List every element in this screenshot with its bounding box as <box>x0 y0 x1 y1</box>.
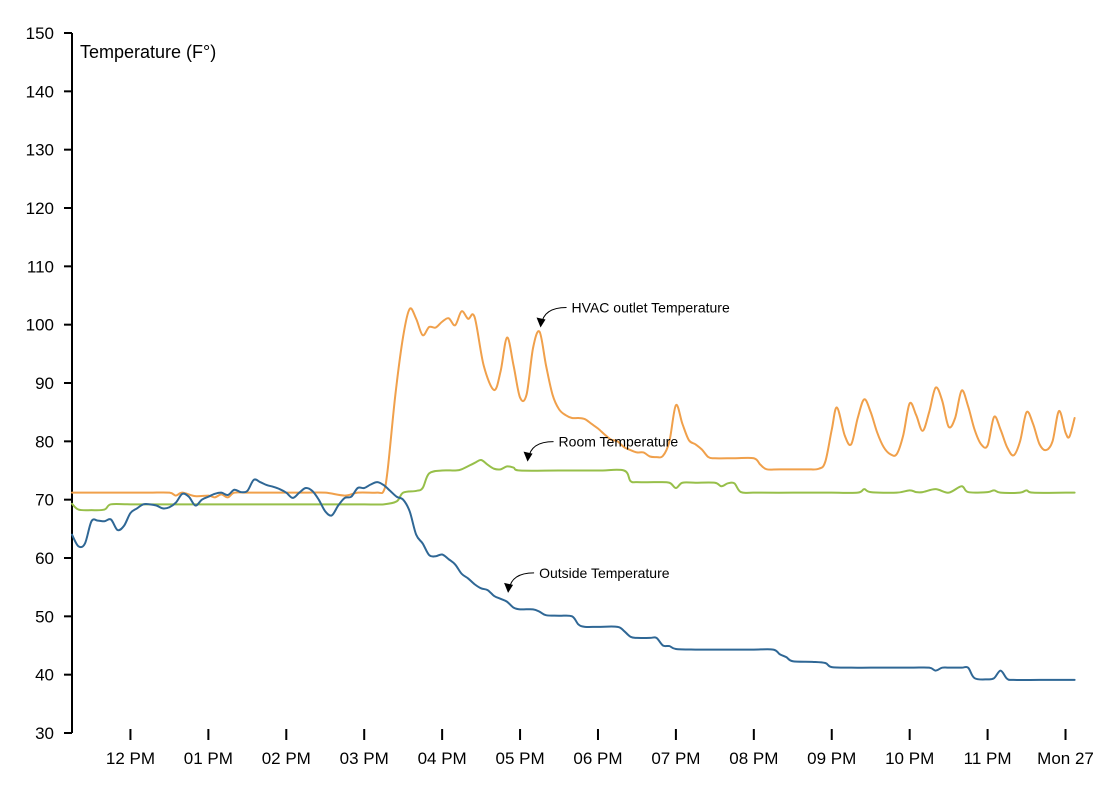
x-tick-label: 10 PM <box>885 749 934 768</box>
annotation-arrowhead <box>504 582 514 593</box>
x-tick-label: 12 PM <box>106 749 155 768</box>
series-line-room-temperature <box>71 458 1076 512</box>
x-tick-label: 11 PM <box>964 749 1012 768</box>
x-tick-label: 08 PM <box>729 749 778 768</box>
series-layer <box>71 307 1076 682</box>
annotation-label: Outside Temperature <box>539 565 670 581</box>
x-tick-label: 09 PM <box>807 749 856 768</box>
x-tick-label: 02 PM <box>262 749 311 768</box>
annotation-arrow-line <box>541 307 567 325</box>
x-tick-label: Mon 27 <box>1037 749 1094 768</box>
annotation: Outside Temperature <box>504 565 670 593</box>
y-axis-title: Temperature (F°) <box>80 42 216 62</box>
y-tick-label: 150 <box>26 24 54 43</box>
annotation-label: HVAC outlet Temperature <box>572 300 730 316</box>
x-axis: 12 PM 01 PM 02 PM 03 PM 04 PM 05 PM 06 PM 07 PM… <box>106 729 1094 768</box>
y-tick-label: 120 <box>26 199 54 218</box>
y-tick-label: 40 <box>35 666 54 685</box>
y-tick-label: 50 <box>35 607 54 626</box>
annotation-arrowhead <box>536 317 546 328</box>
y-tick-label: 100 <box>26 316 54 335</box>
x-tick-label: 07 PM <box>651 749 700 768</box>
series-line-outside-temperature <box>71 478 1076 682</box>
x-tick-label: 01 PM <box>184 749 233 768</box>
x-tick-label: 03 PM <box>340 749 389 768</box>
x-tick-label: 06 PM <box>573 749 622 768</box>
y-tick-label: 30 <box>35 724 54 743</box>
annotation-arrow-line <box>508 572 535 590</box>
y-tick-label: 80 <box>35 432 54 451</box>
annotation: HVAC outlet Temperature <box>536 300 730 328</box>
y-tick-label: 90 <box>35 374 54 393</box>
y-tick-label: 140 <box>26 82 54 101</box>
series-line-hvac-outlet-temperature <box>71 307 1076 499</box>
y-tick-label: 60 <box>35 549 54 568</box>
annotation-layer: HVAC outlet Temperature Room Temperature O… <box>504 300 730 593</box>
annotation-label: Room Temperature <box>559 434 679 450</box>
x-tick-label: 04 PM <box>418 749 467 768</box>
y-tick-label: 110 <box>27 257 54 276</box>
y-tick-label: 130 <box>26 141 54 160</box>
annotation-arrow-line <box>528 441 554 459</box>
y-tick-label: 70 <box>35 491 54 510</box>
x-tick-label: 05 PM <box>495 749 544 768</box>
y-axis: 30 40 50 60 70 80 90 100 110 120 130 140 150 <box>26 24 73 743</box>
annotation: Room Temperature <box>523 434 679 462</box>
annotation-arrowhead <box>523 451 533 462</box>
